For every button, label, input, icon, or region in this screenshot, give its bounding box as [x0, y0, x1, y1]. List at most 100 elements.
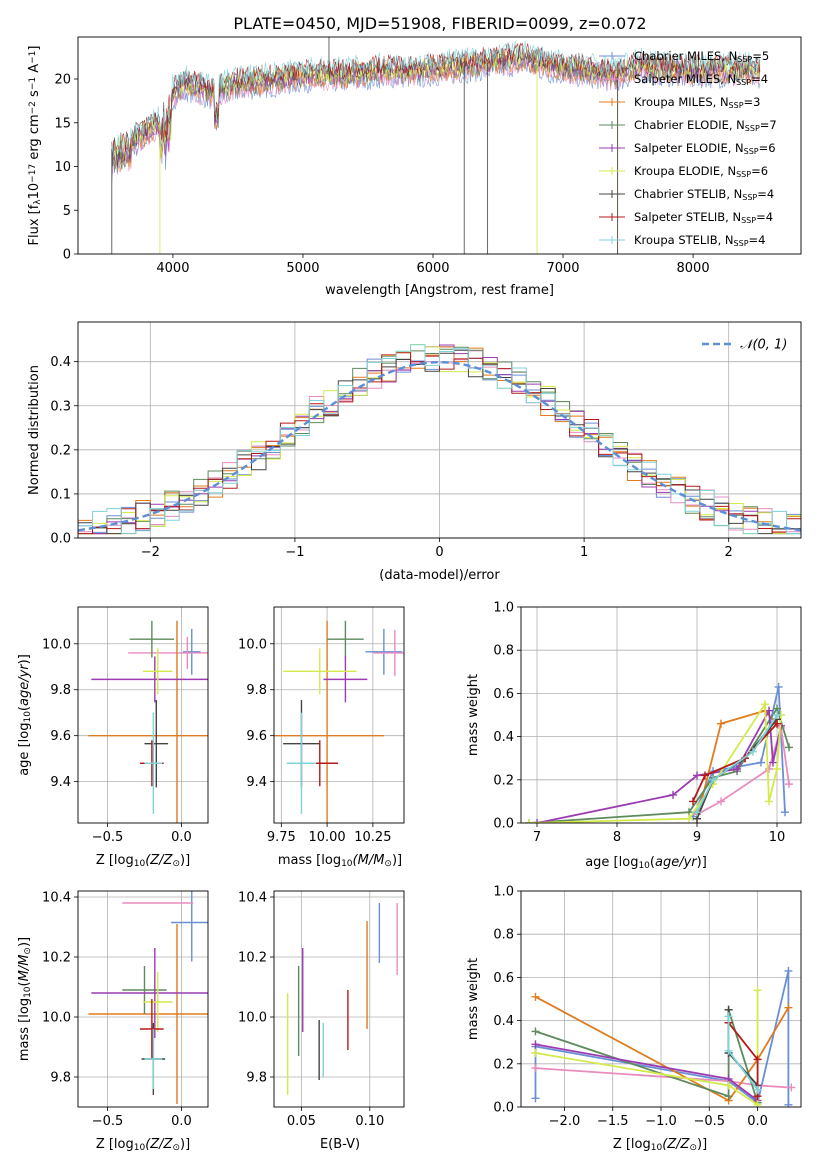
legend-label-suffix: =5 [752, 49, 769, 63]
x-tick-label: 8 [613, 830, 621, 845]
x-tick-label: 8000 [677, 261, 710, 276]
weight-line [535, 1067, 792, 1089]
x-axis-label-part: (M/M [353, 853, 385, 868]
errorbar-point [327, 620, 364, 658]
spectrum-line [111, 42, 761, 159]
weight-marker [685, 814, 693, 823]
y-axis-label-part: s [27, 90, 42, 101]
y-tick-label: 9.8 [246, 683, 267, 698]
errorbar-point [365, 628, 403, 675]
weight-marker [531, 1049, 540, 1057]
x-axis-label-part: 10 [638, 861, 650, 871]
y-tick-label: 5 [63, 204, 71, 219]
y-tick-label: 9.6 [50, 729, 71, 744]
x-axis-label: Z [log10(Z/Z⊙)] [613, 1137, 707, 1153]
weight-vs-age-panel: 7 8 9 10 0.0 0.2 0.4 0.6 0.8 1.0 mass weight age [l… [466, 601, 802, 871]
weight-marker [757, 758, 765, 767]
legend-label: Salpeter MILES, NSSP=4 [634, 72, 768, 87]
weight-marker [531, 1094, 540, 1103]
axes-frame [520, 606, 802, 824]
x-axis-label-sub: 10 [651, 1143, 663, 1153]
legend-label-main: Kroupa STELIB, N [634, 233, 734, 247]
y-axis-label-part: A [27, 64, 42, 77]
legend: 𝒩(0, 1) [702, 338, 787, 353]
weight-marker [531, 1027, 540, 1036]
x-axis-label: age [log10(age/yr)] [585, 855, 707, 871]
x-axis-label: (data-model)/error [379, 568, 500, 583]
weight-marker [689, 797, 697, 806]
weight-marker [753, 1055, 762, 1064]
y-tick-label: 10.0 [238, 637, 267, 652]
legend-label-main: Salpeter ELODIE, N [634, 141, 744, 155]
weight-marker [749, 747, 757, 756]
x-axis-label-part: (Z/Z [145, 1137, 173, 1152]
weight-marker [753, 986, 762, 995]
weight-marker [693, 771, 701, 780]
y-axis-label: Normed distribution [27, 365, 42, 495]
weight-marker [785, 780, 793, 789]
y-tick-label: 0 [63, 248, 71, 263]
x-axis-label-part: (Z/Z [145, 853, 173, 868]
legend-label: 𝒩(0, 1) [740, 338, 787, 353]
weight-marker [773, 765, 781, 773]
plot-area [525, 682, 793, 823]
errorbar-point [122, 966, 167, 1014]
y-tick-label: 0.8 [493, 928, 514, 943]
weight-line [535, 996, 790, 1102]
x-tick-label: 0.05 [287, 1114, 316, 1129]
weight-marker [531, 1064, 540, 1073]
weight-series [525, 700, 785, 823]
x-tick-label: 7000 [546, 261, 579, 276]
x-axis-label-sub: ⊙ [172, 859, 180, 869]
y-axis-label-part: ⊙ [23, 947, 33, 955]
y-axis-label-part: )] [17, 654, 32, 664]
x-axis-label-sub: ⊙ [384, 859, 392, 869]
weight-line [528, 701, 782, 823]
x-tick-label: −0.5 [92, 830, 124, 845]
x-tick-label: 0 [435, 545, 443, 560]
x-axis-label-sub: 10 [134, 1143, 146, 1153]
y-tick-label: 0.8 [493, 644, 514, 659]
weight-marker [784, 1100, 793, 1107]
legend-label-main: Kroupa MILES, N [634, 95, 729, 109]
x-axis-label-sub: 10 [341, 859, 353, 869]
weight-marker [785, 743, 793, 752]
y-tick-label: 1.0 [493, 601, 514, 616]
grid-lines [78, 891, 208, 1107]
weight-marker [531, 1040, 540, 1049]
weight-marker [774, 682, 783, 691]
x-axis-label-part: )] [180, 1137, 190, 1152]
y-axis-label-part: −1 [28, 77, 38, 90]
y-axis-label-part: Flux [f [27, 204, 42, 245]
legend-entry: Salpeter ELODIE, NSSP=6 [599, 141, 776, 156]
x-axis-label-part: )] [697, 855, 707, 870]
y-tick-label: 10.2 [42, 951, 71, 966]
y-tick-label: 20 [54, 73, 71, 88]
y-axis-label-part: )] [17, 937, 32, 947]
legend-label: Chabrier MILES, NSSP=5 [634, 49, 769, 64]
y-axis-label: mass [log10(M/M⊙)] [17, 937, 33, 1061]
axes-frame [273, 890, 405, 1108]
weight-marker [753, 1100, 762, 1107]
x-tick-label: 5000 [286, 261, 319, 276]
legend-label-suffix: =4 [757, 187, 774, 201]
weight-vs-metallicity-panel: −2.0 −1.5 −1.0 −0.5 0.0 0.0 0.2 0.4 0.6 0.8 1.0 mas… [466, 885, 802, 1153]
x-axis-label-sub: 10 [134, 859, 146, 869]
normal-curve [78, 360, 801, 532]
x-tick-label: 0.0 [747, 1114, 768, 1129]
legend-entry: Chabrier ELODIE, NSSP=7 [599, 118, 777, 133]
weight-series [533, 706, 785, 823]
x-tick-label: 4000 [156, 261, 189, 276]
x-tick-label: 7 [533, 830, 541, 845]
errorbar-point [274, 620, 384, 823]
errorbar-point [182, 628, 201, 675]
plot-area [286, 903, 398, 1095]
y-tick-label: 0.4 [493, 730, 514, 745]
legend-label-sub: SSP [744, 147, 759, 156]
legend-label: Kroupa MILES, NSSP=3 [634, 95, 760, 110]
y-tick-label: 15 [54, 116, 71, 131]
weight-marker [724, 1046, 733, 1055]
x-axis-label-part: mass [log [278, 853, 341, 868]
legend-label-main: Kroupa ELODIE, N [634, 164, 736, 178]
x-axis-label-part: (Z/Z [662, 1137, 690, 1152]
